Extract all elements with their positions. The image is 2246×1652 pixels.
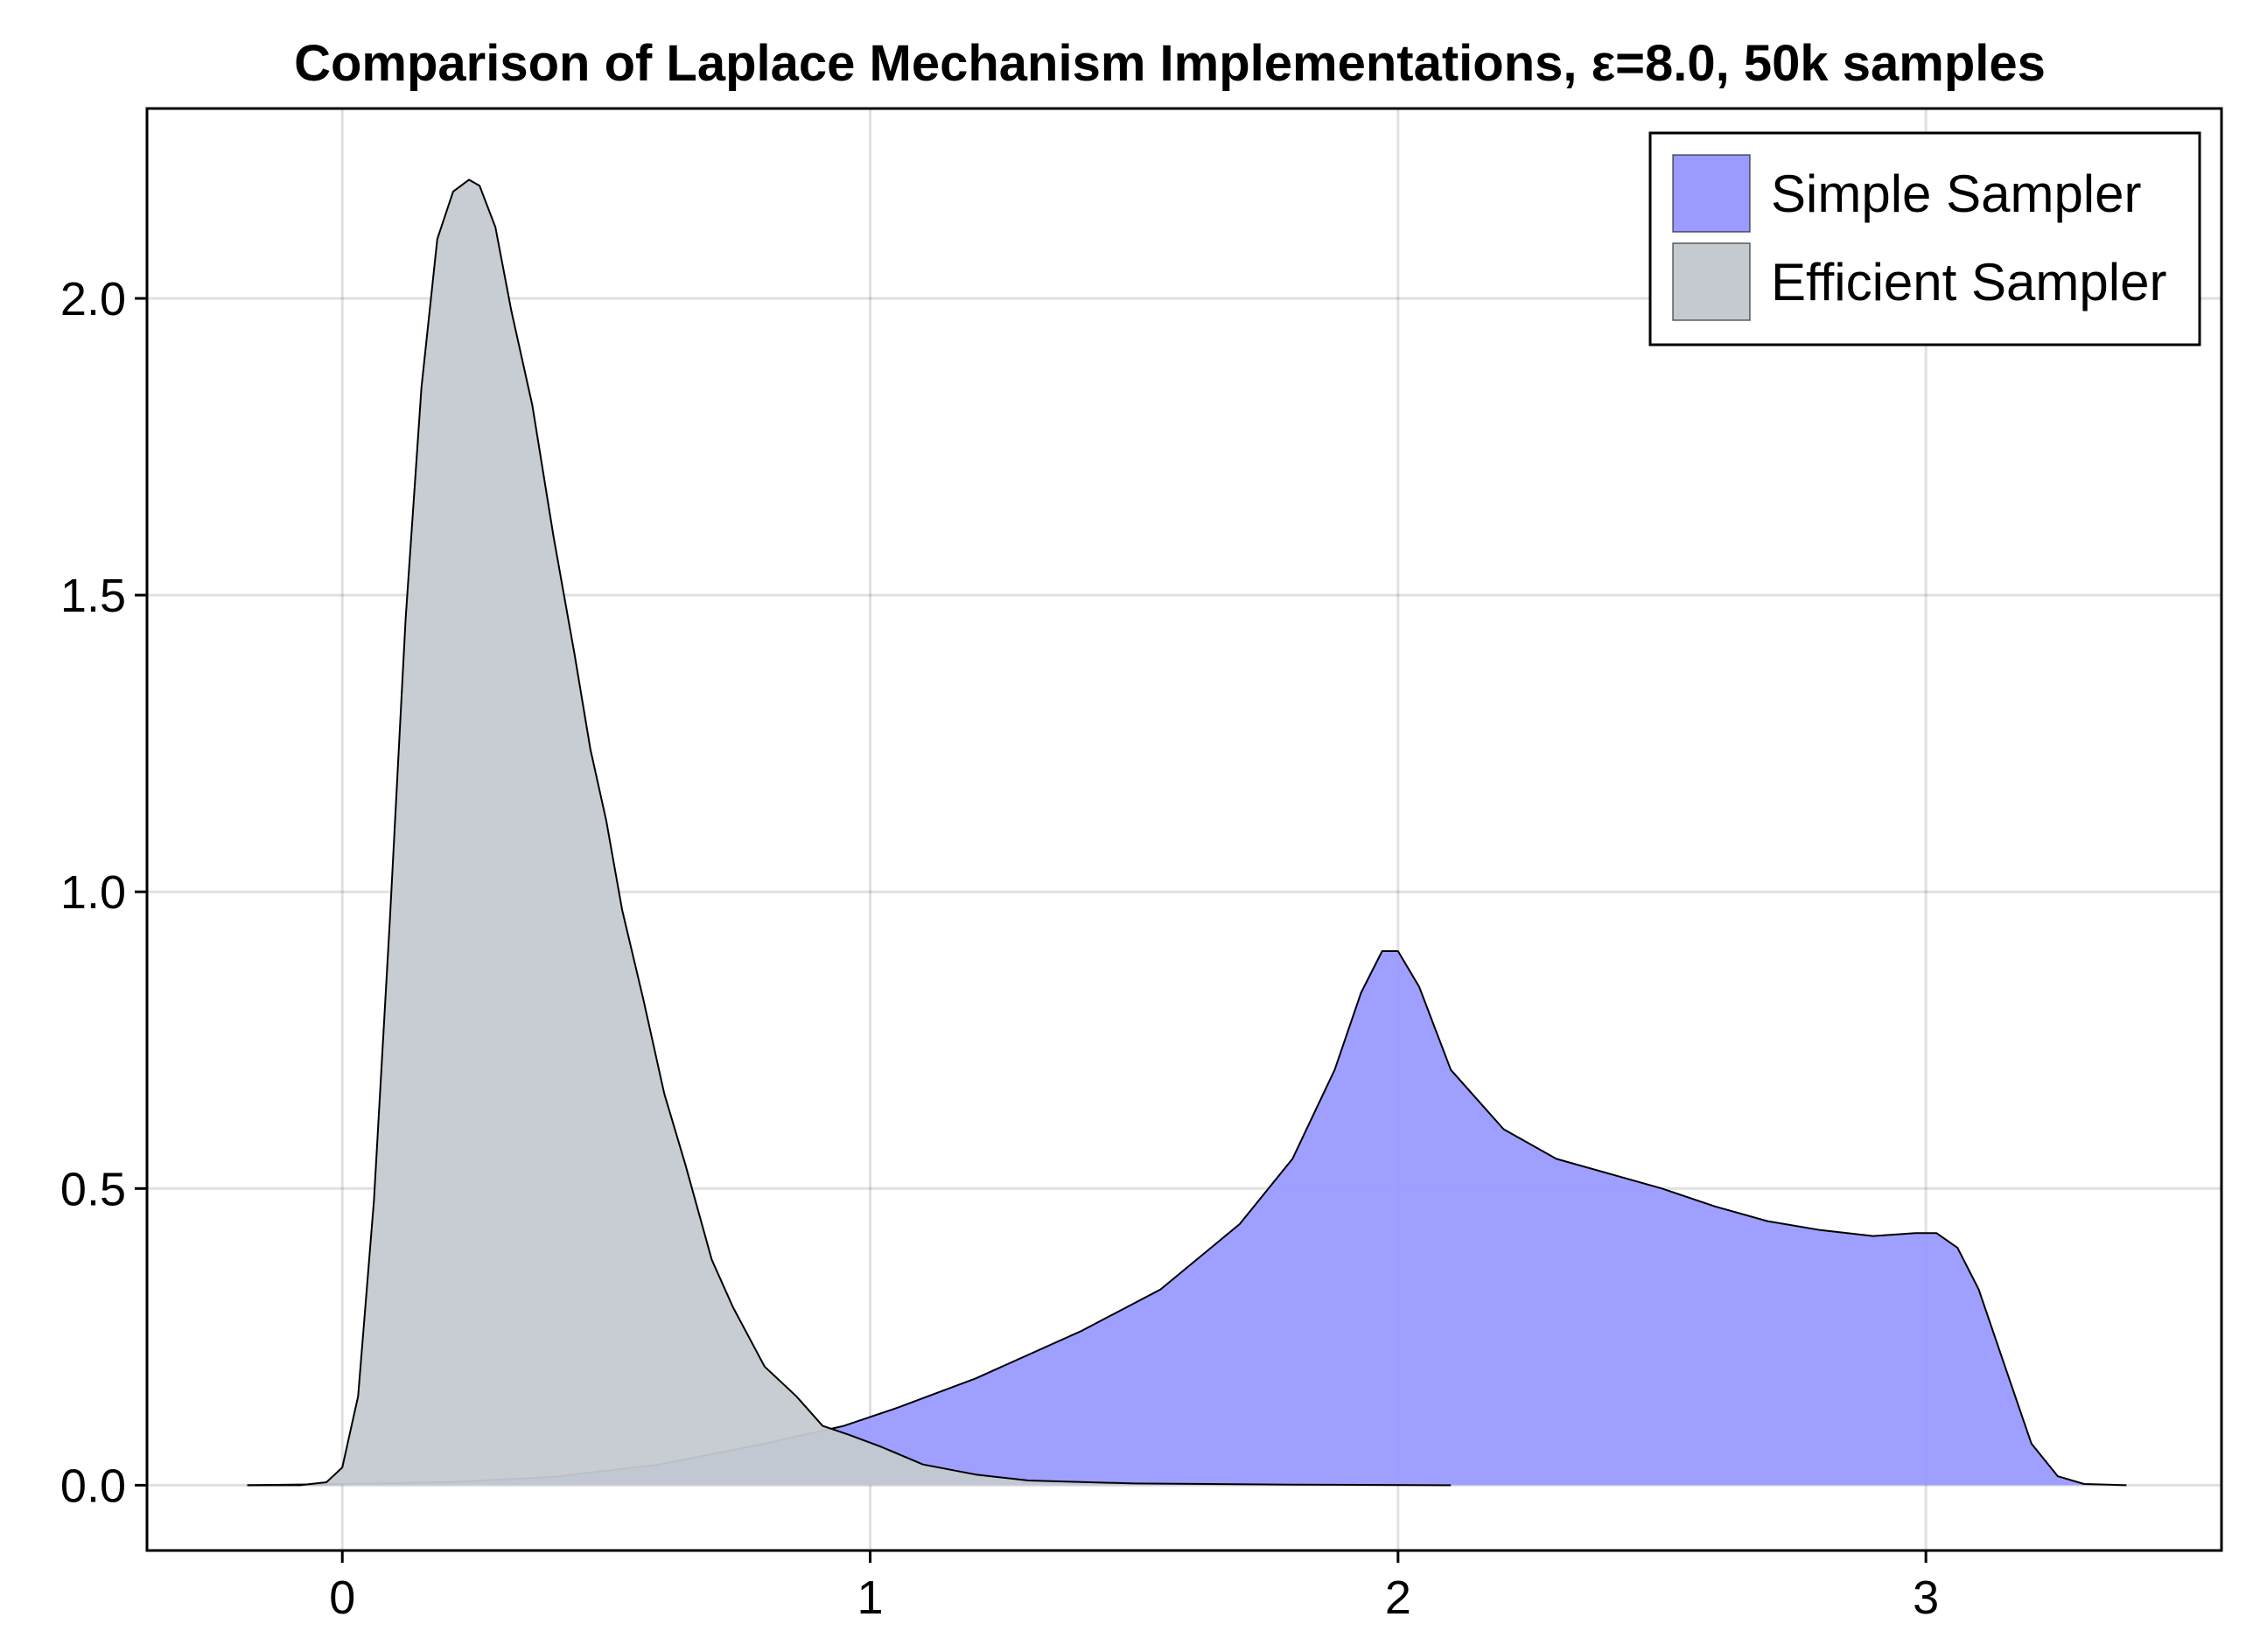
density-area (247, 951, 2127, 1486)
legend-label: Efficient Sampler (1771, 253, 2166, 312)
legend: Simple Sampler Efficient Sampler (1648, 131, 2201, 346)
y-tick-label: 0.0 (60, 1460, 126, 1512)
legend-swatch (1672, 154, 1751, 233)
y-tick-label: 0.5 (60, 1163, 126, 1215)
x-tick-label: 0 (329, 1572, 355, 1624)
legend-label: Simple Sampler (1771, 164, 2142, 223)
chart-title: Comparison of Laplace Mechanism Implemen… (294, 35, 2046, 92)
axis-ticks: 0 1 2 3 0.0 0.5 1.0 1.5 2.0 (60, 273, 1939, 1624)
y-tick-label: 1.0 (60, 866, 126, 919)
x-tick-label: 1 (857, 1572, 884, 1624)
density-areas (247, 178, 2127, 1487)
y-tick-label: 1.5 (60, 570, 126, 622)
x-tick-label: 2 (1385, 1572, 1411, 1624)
plot-frame (145, 107, 2223, 1552)
density-outline (247, 178, 1452, 1487)
x-tick-label: 3 (1913, 1572, 1939, 1624)
legend-swatch (1672, 242, 1751, 321)
y-tick-label: 2.0 (60, 273, 126, 326)
